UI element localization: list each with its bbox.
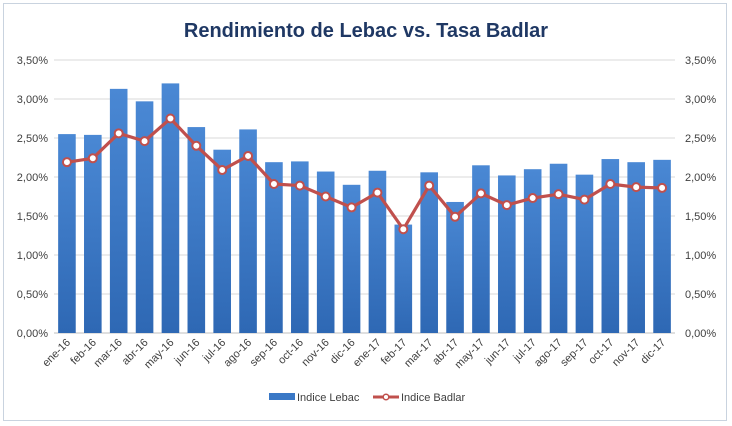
x-tick-label: dic-17 bbox=[639, 337, 669, 367]
y-tick-label-left: 1,50% bbox=[17, 211, 48, 223]
bar-lebac bbox=[84, 134, 102, 333]
bar-lebac bbox=[420, 172, 438, 333]
point-badlar bbox=[87, 153, 98, 164]
y-tick-label-left: 1,00% bbox=[17, 250, 48, 262]
legend-swatch-lebac bbox=[269, 393, 295, 400]
bar-lebac bbox=[601, 159, 620, 333]
chart-title: Rendimiento de Lebac vs. Tasa Badlar bbox=[184, 20, 548, 42]
bar-lebac bbox=[523, 169, 542, 333]
bar-lebac bbox=[161, 83, 180, 334]
point-badlar bbox=[372, 187, 383, 198]
y-tick-label-right: 2,50% bbox=[685, 133, 716, 145]
bar-lebac bbox=[265, 162, 283, 333]
legend-swatch-badlar-marker bbox=[382, 393, 390, 401]
point-badlar bbox=[61, 157, 72, 168]
point-badlar bbox=[579, 194, 590, 205]
x-tick-label: nov-17 bbox=[610, 337, 642, 369]
bar-lebac bbox=[342, 184, 361, 333]
y-tick-label-left: 0,00% bbox=[17, 328, 48, 340]
bar-lebac bbox=[135, 101, 154, 333]
gridlines bbox=[54, 59, 675, 334]
point-badlar bbox=[657, 182, 668, 193]
bar-lebac bbox=[653, 159, 671, 333]
bar-lebac bbox=[498, 175, 516, 333]
y-tick-label-right: 0,50% bbox=[685, 289, 716, 301]
point-badlar bbox=[398, 224, 409, 235]
y-tick-label-left: 0,50% bbox=[17, 289, 48, 301]
y-tick-label-left: 3,00% bbox=[17, 94, 48, 106]
x-tick-label: ene-17 bbox=[351, 337, 384, 370]
point-badlar bbox=[165, 113, 176, 124]
point-badlar bbox=[113, 128, 124, 139]
bar-lebac bbox=[239, 129, 257, 333]
point-badlar bbox=[605, 179, 616, 190]
y-tick-label-left: 2,50% bbox=[17, 133, 48, 145]
y-tick-label-right: 3,50% bbox=[685, 55, 716, 67]
line-series bbox=[61, 113, 668, 235]
legend-label-lebac: Indice Lebac bbox=[297, 392, 360, 404]
x-tick-label: ago-16 bbox=[221, 337, 254, 370]
y-tick-label-right: 0,00% bbox=[685, 328, 716, 340]
line-badlar bbox=[66, 116, 663, 231]
bar-lebac bbox=[291, 161, 309, 333]
y-tick-label-right: 2,00% bbox=[685, 172, 716, 184]
point-badlar bbox=[217, 164, 228, 175]
x-tick-label: mar-17 bbox=[402, 337, 435, 370]
point-badlar bbox=[475, 188, 486, 199]
x-tick-label: sep-16 bbox=[248, 337, 280, 369]
point-badlar bbox=[424, 180, 435, 191]
point-badlar bbox=[527, 193, 538, 204]
bar-lebac bbox=[446, 201, 464, 333]
bar-lebac bbox=[58, 134, 76, 333]
y-tick-label-left: 3,50% bbox=[17, 55, 48, 67]
y-tick-label-left: 2,00% bbox=[17, 172, 48, 184]
point-badlar bbox=[346, 202, 357, 213]
x-tick-label: jun-17 bbox=[482, 337, 513, 368]
bar-lebac bbox=[213, 149, 231, 333]
legend: Indice Lebac Indice Badlar bbox=[269, 392, 466, 404]
bar-series bbox=[58, 83, 671, 334]
bar-lebac bbox=[394, 224, 413, 333]
x-tick-label: nov-16 bbox=[300, 337, 332, 369]
point-badlar bbox=[631, 182, 642, 193]
point-badlar bbox=[268, 179, 279, 190]
y-tick-label-right: 1,00% bbox=[685, 250, 716, 262]
x-axis: ene-16feb-16mar-16abr-16may-16jun-16jul-… bbox=[40, 337, 668, 371]
bar-lebac bbox=[575, 174, 594, 333]
bar-lebac bbox=[316, 171, 335, 333]
point-badlar bbox=[553, 189, 564, 200]
bar-lebac bbox=[187, 127, 206, 333]
x-tick-label: ene-16 bbox=[40, 337, 73, 370]
point-badlar bbox=[320, 191, 331, 202]
point-badlar bbox=[450, 211, 461, 222]
point-badlar bbox=[139, 136, 150, 147]
bar-lebac bbox=[549, 163, 568, 333]
y-tick-label-right: 1,50% bbox=[685, 211, 716, 223]
y-axis-left: 0,00% 0,50% 1,00% 1,50% 2,00% 2,50% 3,00% 3,50% bbox=[17, 55, 48, 340]
bar-lebac bbox=[472, 165, 490, 333]
x-tick-label: sep-17 bbox=[558, 337, 590, 369]
x-tick-label: jun-16 bbox=[172, 337, 203, 368]
legend-label-badlar: Indice Badlar bbox=[401, 392, 466, 404]
bar-lebac bbox=[109, 88, 128, 333]
point-badlar bbox=[191, 140, 202, 151]
point-badlar bbox=[294, 180, 305, 191]
y-axis-right: 0,00% 0,50% 1,00% 1,50% 2,00% 2,50% 3,00% 3,50% bbox=[685, 55, 716, 340]
bar-lebac bbox=[368, 170, 387, 333]
point-badlar bbox=[501, 200, 512, 211]
bar-lebac bbox=[627, 162, 645, 333]
point-badlar bbox=[243, 150, 254, 161]
y-tick-label-right: 3,00% bbox=[685, 94, 716, 106]
x-tick-label: mar-16 bbox=[92, 337, 125, 370]
x-tick-label: ago-17 bbox=[532, 337, 565, 370]
